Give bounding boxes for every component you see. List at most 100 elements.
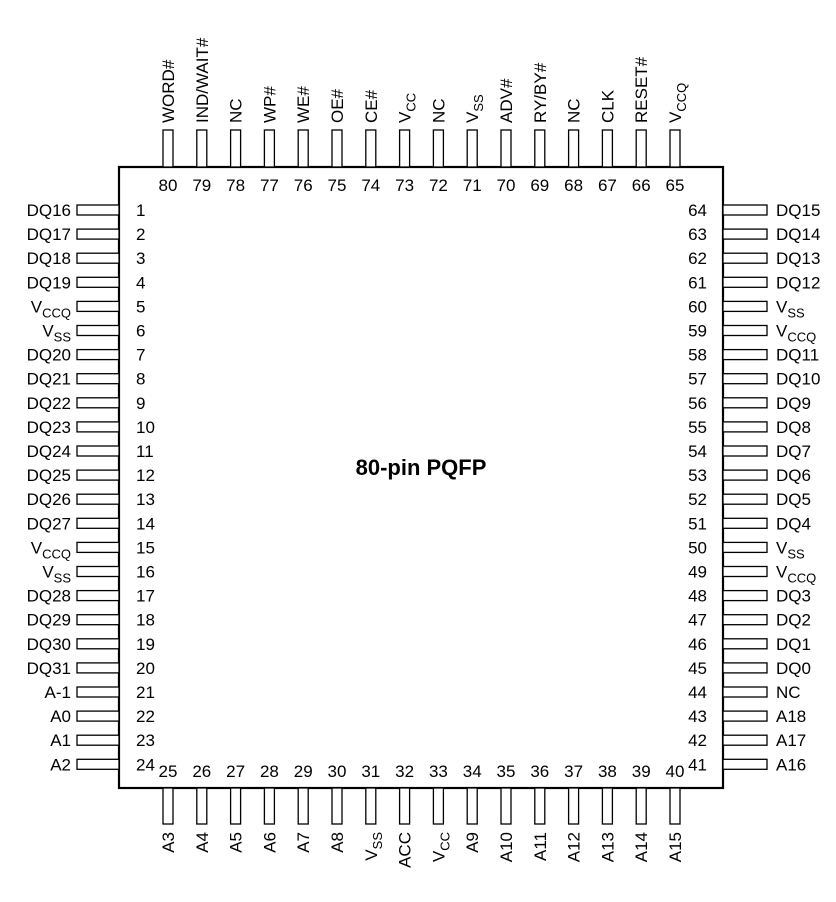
pin-51-dq4: DQ4 51 <box>688 514 811 533</box>
pin-17-dq28: DQ28 17 <box>27 587 155 606</box>
pin-lead <box>722 324 768 337</box>
pin-2-dq17: DQ17 2 <box>27 225 146 244</box>
pin-number: 75 <box>328 176 347 195</box>
pin-3-dq18: DQ18 3 <box>27 249 146 268</box>
pin-number: 41 <box>688 755 707 774</box>
pin-name: VSS <box>42 563 71 586</box>
pin-lead <box>722 565 768 578</box>
pin-60-vss: VSS 60 <box>688 297 805 320</box>
pin-lead <box>76 493 120 505</box>
pin-number: 78 <box>226 176 245 195</box>
pin-name: DQ5 <box>776 490 811 509</box>
pin-name: DQ16 <box>27 201 71 220</box>
chip-body <box>117 165 725 790</box>
pin-lead <box>76 734 120 746</box>
pin-name: DQ31 <box>27 659 71 678</box>
pin-name: A11 <box>531 832 550 861</box>
pin-18-dq29: DQ29 18 <box>27 611 155 630</box>
pin-lead <box>297 129 309 168</box>
pin-lead <box>722 228 768 240</box>
pin-5-vccq: VCCQ 5 <box>31 297 146 320</box>
pin-name: A1 <box>50 731 71 750</box>
pin-number: 45 <box>688 659 707 678</box>
pin-lead <box>722 348 768 361</box>
pin-name: DQ12 <box>776 273 820 292</box>
pin-number: 3 <box>136 249 145 268</box>
pin-lead <box>722 638 768 650</box>
pin-number: 63 <box>688 225 707 244</box>
pin-56-dq9: DQ9 56 <box>688 394 811 413</box>
pin-number: 56 <box>688 394 707 413</box>
pin-lead <box>669 129 681 168</box>
pin-lead <box>601 787 614 825</box>
pin-name: DQ19 <box>27 273 71 292</box>
pin-23-a1: A1 23 <box>50 731 155 750</box>
pin-number: 18 <box>136 611 155 630</box>
pin-name: WE# <box>294 86 313 123</box>
pin-number: 49 <box>688 563 707 582</box>
pin-name: A6 <box>260 832 279 853</box>
pin-number: 15 <box>136 538 155 557</box>
pin-number: 23 <box>136 731 155 750</box>
pin-79-ind-wait: IND/WAIT# 79 <box>192 37 211 195</box>
pin-number: 38 <box>598 762 617 781</box>
pin-63-dq14: DQ14 63 <box>688 225 820 244</box>
pin-lead <box>76 300 120 313</box>
pin-number: 6 <box>136 322 145 341</box>
pin-number: 55 <box>688 418 707 437</box>
pin-number: 71 <box>463 176 482 195</box>
pin-number: 26 <box>192 762 211 781</box>
pin-number: 32 <box>395 762 414 781</box>
pin-80-word: WORD# 80 <box>159 59 178 195</box>
pin-number: 17 <box>136 587 155 606</box>
pin-58-dq11: DQ11 58 <box>688 346 819 365</box>
pin-name: DQ27 <box>27 514 71 533</box>
pin-number: 68 <box>564 176 583 195</box>
pin-lead <box>76 276 120 288</box>
pin-53-dq6: DQ6 53 <box>688 466 811 485</box>
pin-name: VSS <box>42 322 71 345</box>
pin-number: 66 <box>632 176 651 195</box>
pin-name: DQ18 <box>27 249 71 268</box>
pin-72-nc: NC 72 <box>429 98 448 195</box>
pin-number: 76 <box>294 176 313 195</box>
pin-name: DQ24 <box>27 442 71 461</box>
pin-lead <box>635 787 647 825</box>
pin-54-dq7: DQ7 54 <box>688 442 811 461</box>
pin-4-dq19: DQ19 4 <box>27 273 146 292</box>
pin-lead <box>76 373 120 385</box>
pin-lead <box>76 228 120 240</box>
pin-30-a8: A8 30 <box>328 762 347 853</box>
pin-lead <box>500 787 512 825</box>
pin-name: DQ17 <box>27 225 71 244</box>
pin-lead <box>196 787 208 825</box>
pin-name: ADV# <box>497 78 516 123</box>
pin-lead <box>722 517 768 529</box>
pin-name: A14 <box>632 832 651 862</box>
pin-13-dq26: DQ26 13 <box>27 490 155 509</box>
pin-75-oe: OE# 75 <box>328 88 347 195</box>
pin-number: 58 <box>688 346 707 365</box>
pin-lead <box>76 614 120 626</box>
pin-lead <box>76 348 120 361</box>
pin-24-a2: A2 24 <box>50 755 155 774</box>
pin-number: 10 <box>136 418 155 437</box>
pin-47-dq2: DQ2 47 <box>688 611 811 630</box>
pin-lead <box>331 787 343 825</box>
pin-number: 8 <box>136 370 145 389</box>
pin-76-we: WE# 76 <box>294 86 313 195</box>
pin-name: IND/WAIT# <box>193 37 212 123</box>
pin-lead <box>466 129 478 168</box>
pin-lead <box>297 787 309 825</box>
pin-lead <box>466 787 478 825</box>
pin-name: VCC <box>429 832 452 862</box>
pin-lead <box>76 252 120 264</box>
pin-name: VCCQ <box>776 563 816 586</box>
pin-lead <box>76 204 120 216</box>
pin-name: A4 <box>193 832 212 853</box>
pin-number: 27 <box>226 762 245 781</box>
pin-31-vss: VSS 31 <box>361 762 384 861</box>
pin-number: 40 <box>666 762 685 781</box>
pin-lead <box>76 758 120 770</box>
pin-name: A3 <box>159 832 178 853</box>
